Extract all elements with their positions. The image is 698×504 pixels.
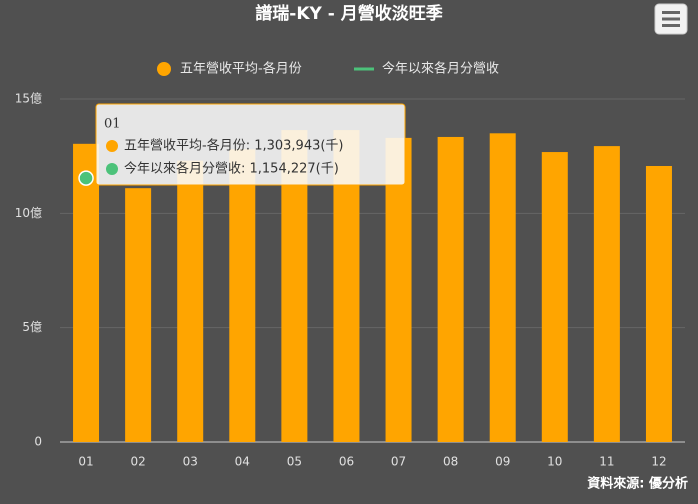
x-tick-label: 01 — [78, 455, 93, 469]
x-tick-label: 03 — [183, 455, 198, 469]
tooltip-box — [95, 103, 406, 186]
bar — [385, 137, 412, 442]
tooltip-symbol — [106, 140, 118, 152]
x-tick-label: 08 — [443, 455, 458, 469]
menu-button[interactable] — [654, 3, 688, 35]
menu-bar — [662, 11, 680, 14]
y-tick-label: 5億 — [22, 320, 42, 334]
bar — [437, 136, 464, 442]
x-tick-label: 05 — [287, 455, 302, 469]
y-tick-label: 15億 — [15, 92, 42, 106]
bar — [489, 133, 516, 443]
tooltip-title: 01 — [104, 117, 121, 132]
x-tick-label: 09 — [495, 455, 510, 469]
source: 資料來源: 優分析 — [587, 476, 688, 492]
menu-bar — [662, 24, 680, 27]
x-tick-label: 12 — [651, 455, 666, 469]
x-tick-label: 02 — [130, 455, 145, 469]
menu-bar — [662, 17, 680, 21]
bar — [125, 188, 152, 442]
bar — [593, 146, 620, 442]
x-tick-label: 04 — [235, 455, 250, 469]
line-marker — [78, 170, 94, 186]
bar — [541, 152, 568, 442]
tooltip-row: 五年營收平均-各月份: 1,303,943(千) — [124, 138, 344, 154]
x-tick-label: 11 — [599, 455, 614, 469]
tooltip-row: 今年以來各月分營收: 1,154,227(千) — [124, 161, 339, 177]
x-tick-label: 06 — [339, 455, 354, 469]
y-tick-label: 0 — [34, 435, 42, 449]
legend-label: 五年營收平均-各月份 — [180, 61, 302, 77]
bar — [177, 160, 204, 443]
bar — [73, 143, 100, 442]
chart-title: 譜瑞-KY - 月營收淡旺季 — [255, 3, 442, 24]
legend-symbol — [157, 62, 171, 76]
x-tick-label: 10 — [547, 455, 562, 469]
legend-label: 今年以來各月分營收 — [382, 61, 499, 77]
y-tick-label: 10億 — [15, 206, 42, 220]
bar — [229, 149, 256, 442]
x-tick-label: 07 — [391, 455, 406, 469]
bar — [645, 165, 672, 442]
tooltip-symbol — [106, 163, 118, 175]
